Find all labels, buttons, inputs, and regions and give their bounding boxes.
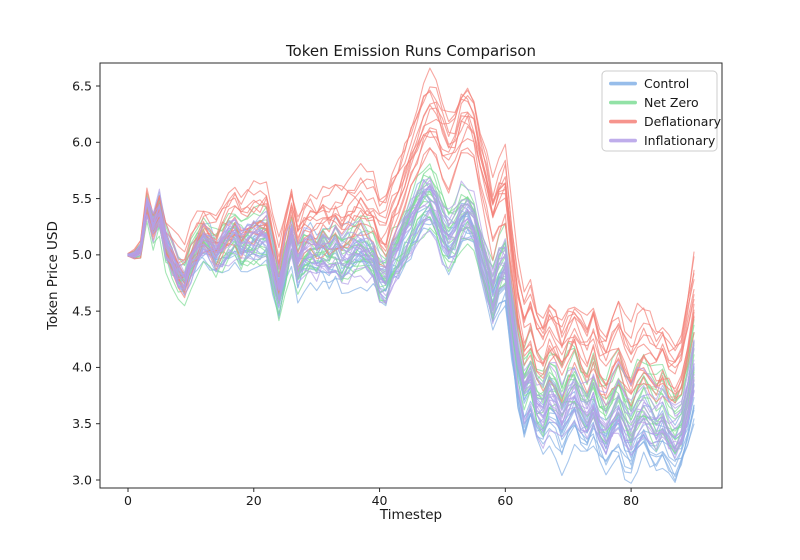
run-line [127, 197, 695, 438]
legend-item-inflationary: Inflationary [609, 133, 716, 148]
x-tick-label: 20 [246, 493, 262, 508]
y-tick-label: 3.0 [72, 472, 92, 487]
y-tick-label: 4.5 [72, 303, 92, 318]
y-tick-label: 4.0 [72, 360, 92, 375]
legend-item-net-zero: Net Zero [609, 95, 699, 110]
run-line [127, 184, 695, 426]
legend-label-inflationary: Inflationary [644, 133, 716, 148]
axes: 0 20 40 60 80 3.0 3.5 4.0 4.5 5.0 5.5 6.0 6.5 [72, 62, 723, 508]
run-line [127, 107, 695, 364]
run-line [127, 214, 695, 454]
y-tick-label: 5.0 [72, 247, 92, 262]
axes-spines [99, 62, 723, 489]
legend: Control Net Zero Deflationary Inflationa… [601, 70, 722, 152]
run-line [127, 115, 695, 393]
legend-label-deflationary: Deflationary [644, 114, 722, 129]
run-line [127, 185, 695, 430]
run-line [127, 89, 695, 363]
series-inflationary [127, 177, 695, 459]
run-line [127, 163, 695, 415]
y-axis-label: Token Price USD [45, 221, 61, 331]
y-tick-label: 6.5 [72, 78, 92, 93]
y-tick-label: 5.5 [72, 191, 92, 206]
chart-title: Token Emission Runs Comparison [285, 42, 536, 60]
legend-swatch-deflationary [609, 119, 637, 124]
y-tick-label: 3.5 [72, 416, 92, 431]
y-tick-label: 6.0 [72, 135, 92, 150]
legend-swatch-inflationary [609, 138, 637, 143]
legend-item-deflationary: Deflationary [609, 114, 722, 129]
run-line [127, 67, 695, 347]
legend-swatch-control [609, 81, 637, 86]
series-layer [127, 67, 695, 484]
legend-box [601, 70, 718, 152]
legend-swatch-net-zero [609, 100, 637, 105]
x-axis-label: Timestep [379, 507, 442, 523]
x-tick-label: 60 [497, 493, 513, 508]
x-tick-label: 40 [372, 493, 388, 508]
series-deflationary [127, 67, 695, 407]
run-line [127, 212, 695, 455]
x-tick-label: 0 [124, 493, 132, 508]
run-line [127, 86, 695, 353]
legend-label-net-zero: Net Zero [644, 95, 699, 110]
run-line [127, 177, 695, 409]
x-tick-label: 80 [623, 493, 639, 508]
legend-item-control: Control [609, 76, 689, 91]
legend-label-control: Control [644, 76, 689, 91]
